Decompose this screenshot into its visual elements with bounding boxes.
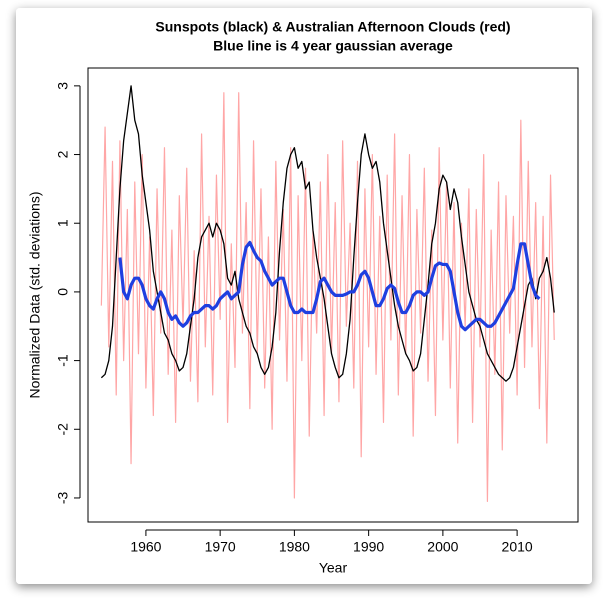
y-tick-label: 1 (55, 219, 71, 227)
window (16, 8, 592, 584)
plot-area (100, 85, 555, 502)
series-line (118, 240, 541, 332)
y-tick-label: -3 (55, 492, 71, 505)
series-line (100, 92, 555, 502)
x-tick-label: 1960 (130, 539, 161, 555)
series-line (100, 85, 555, 382)
chart-subtitle: Blue line is 4 year gaussian average (213, 38, 453, 54)
x-tick-label: 1980 (279, 539, 310, 555)
y-tick-label: 0 (55, 288, 71, 296)
chart-title: Sunspots (black) & Australian Afternoon … (155, 19, 510, 35)
y-tick-label: 2 (55, 150, 71, 158)
x-axis-label: Year (319, 560, 348, 576)
y-tick-label: -2 (55, 423, 71, 436)
x-tick-label: 1990 (353, 539, 384, 555)
x-tick-label: 2010 (502, 539, 533, 555)
y-axis-label: Normalized Data (std. deviations) (27, 192, 43, 399)
y-tick-label: 3 (55, 82, 71, 90)
x-tick-label: 1970 (205, 539, 236, 555)
x-tick-label: 2000 (427, 539, 458, 555)
y-tick-label: -1 (55, 354, 71, 367)
plot-frame (87, 67, 579, 523)
